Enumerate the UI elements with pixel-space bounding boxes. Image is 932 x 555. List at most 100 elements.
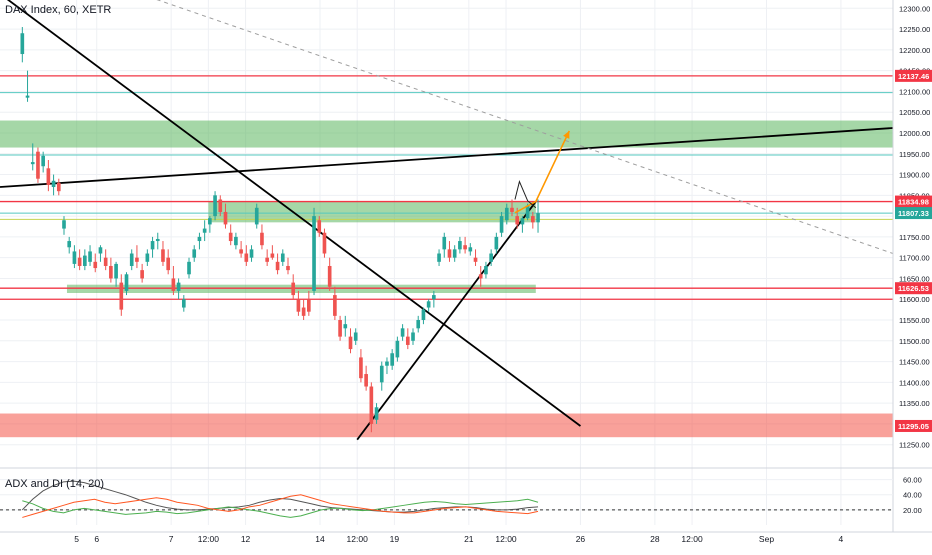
candle-body <box>119 282 124 310</box>
y-tick-label: 12200.00 <box>899 46 930 55</box>
indicator-title: ADX and DI (14, 20) <box>5 478 105 490</box>
indicator-series-di_plus <box>22 498 539 518</box>
candle-body <box>494 236 499 250</box>
candle-body <box>317 220 322 233</box>
candle-body <box>343 324 348 329</box>
symbol-title: DAX Index, 60, XETR <box>5 4 112 16</box>
y-tick-label: 11600.00 <box>899 295 930 304</box>
x-tick-label: 4 <box>839 534 844 544</box>
candle-body <box>275 261 280 271</box>
indicator-series-di_minus <box>22 494 539 518</box>
candle-body <box>374 407 379 420</box>
x-tick-label: 14 <box>315 534 325 544</box>
y-tick-label: 11950.00 <box>899 150 930 159</box>
y-tick-label: 11400.00 <box>899 378 930 387</box>
candle-body <box>385 361 389 366</box>
candle-body <box>333 295 337 316</box>
candle-body <box>181 299 186 308</box>
candle-body <box>265 257 269 262</box>
candle-body <box>291 282 296 296</box>
candle-body <box>353 332 358 341</box>
candle-body <box>187 261 191 275</box>
candle-body <box>176 282 181 291</box>
candle-body <box>322 232 327 254</box>
candle-body <box>301 307 306 316</box>
candle-body <box>400 328 405 337</box>
candle-body <box>150 241 155 250</box>
x-tick-label: 21 <box>464 534 474 544</box>
price-label-box <box>895 282 932 295</box>
price-label-box <box>895 419 932 432</box>
trend-line <box>6 0 581 427</box>
candle-body <box>411 332 415 341</box>
candle-body <box>166 257 171 271</box>
candle-body <box>161 249 165 262</box>
candle-body <box>468 247 473 252</box>
candle-body <box>223 211 228 225</box>
candle-body <box>531 216 535 223</box>
y-tick-label: 11750.00 <box>899 233 930 242</box>
dashed-trend-line <box>156 0 894 254</box>
candle-body <box>421 309 426 321</box>
candle-body <box>348 336 353 350</box>
candle-body <box>458 241 462 250</box>
candle-body <box>140 270 144 279</box>
candle-body <box>83 255 87 266</box>
indicator-y-tick-label: 20.00 <box>903 506 922 515</box>
candle-body <box>249 249 254 258</box>
y-tick-label: 11650.00 <box>899 274 930 283</box>
candle-body <box>30 162 35 165</box>
candle-body <box>25 95 30 98</box>
candle-body <box>124 274 129 291</box>
y-tick-label: 11700.00 <box>899 254 930 263</box>
green-zone <box>208 201 536 223</box>
candle-body <box>244 253 249 262</box>
candle-body <box>46 168 51 185</box>
price-label: 11807.33 <box>898 209 929 218</box>
candle-body <box>312 216 316 291</box>
candle-body <box>525 205 530 219</box>
red-zone <box>0 413 893 438</box>
x-tick-label: 28 <box>650 534 660 544</box>
candle-body <box>484 265 488 275</box>
x-tick-label: 7 <box>169 534 174 544</box>
candle-body <box>426 301 431 308</box>
price-label-box <box>895 195 932 208</box>
x-tick-label: Sep <box>759 534 774 544</box>
candle-body <box>208 218 212 225</box>
candle-body <box>213 195 217 217</box>
projection-arrowhead <box>563 130 570 139</box>
y-tick-label: 12050.00 <box>899 108 930 117</box>
projection-path <box>514 130 571 214</box>
candle-body <box>520 218 525 225</box>
candle-body <box>296 299 301 312</box>
price-label: 12137.46 <box>898 72 929 81</box>
candle-body <box>379 365 384 383</box>
candle-body <box>390 353 394 366</box>
green-zone <box>0 120 893 148</box>
candle-body <box>359 357 363 379</box>
candle-body <box>405 336 410 345</box>
y-tick-label: 11550.00 <box>899 316 930 325</box>
candle-body <box>395 340 400 358</box>
price-label-box <box>895 69 932 82</box>
x-tick-label: 12:00 <box>681 534 703 544</box>
candle-body <box>155 238 160 242</box>
x-tick-label: 12:00 <box>198 534 220 544</box>
candle-body <box>93 261 98 269</box>
price-label: 11834.98 <box>898 198 929 207</box>
candle-body <box>338 320 342 337</box>
candle-body <box>416 320 421 329</box>
candle-body <box>67 241 72 248</box>
x-tick-label: 5 <box>74 534 79 544</box>
candle-body <box>192 249 197 258</box>
candle-body <box>103 257 108 266</box>
y-tick-label: 12100.00 <box>899 87 930 96</box>
candle-body <box>432 295 436 300</box>
candle-body <box>202 228 207 233</box>
x-tick-label: 26 <box>576 534 586 544</box>
candle-body <box>218 199 223 212</box>
candle-body <box>197 236 202 242</box>
